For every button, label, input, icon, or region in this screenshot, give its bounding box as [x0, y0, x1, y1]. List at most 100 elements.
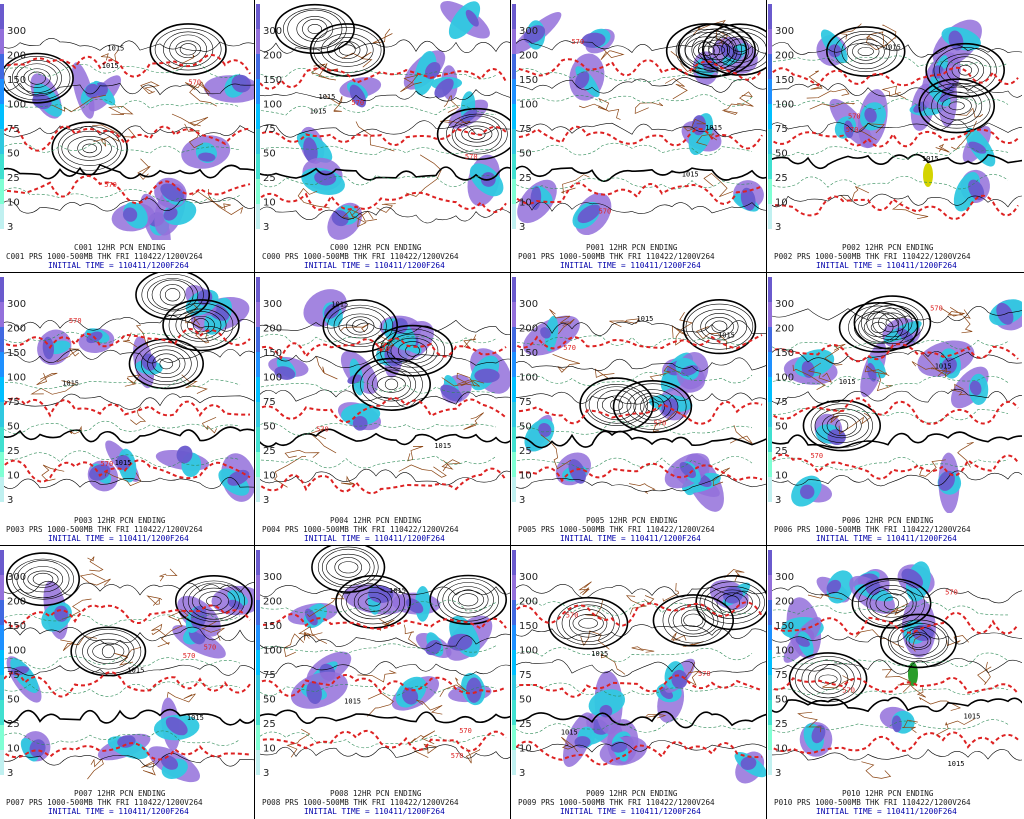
political-border — [188, 320, 210, 344]
isobar-contour — [713, 31, 766, 68]
political-border — [367, 692, 394, 717]
political-border — [324, 95, 343, 112]
isobar-contour — [572, 614, 604, 633]
colorbar-segment — [768, 377, 772, 402]
colorbar-label: 3 — [519, 768, 525, 779]
precip-area — [71, 62, 95, 119]
colorbar-label: 200 — [263, 324, 282, 335]
colorbar-label: 50 — [775, 695, 788, 706]
colorbar-segment — [512, 204, 516, 229]
colorbar-label: 300 — [7, 299, 26, 310]
isobar-contour — [346, 316, 375, 336]
political-border — [202, 416, 218, 434]
isobar-contour — [866, 585, 917, 622]
isobar-contour — [512, 320, 766, 336]
isobar-contour — [11, 60, 62, 97]
colorbar-label: 75 — [775, 124, 788, 135]
isobar-contour — [302, 18, 328, 40]
panel-field-line: P005 PRS 1000-500MB THK FRI 110422/1200V… — [518, 525, 715, 534]
colorbar-label: 100 — [775, 373, 794, 384]
colorbar-label: 200 — [263, 597, 282, 608]
colorbar-segment — [256, 352, 260, 377]
thickness-contour — [256, 67, 507, 90]
colorbar-segment — [256, 452, 260, 477]
isobar-contour — [870, 321, 887, 333]
colorbar-segment — [768, 79, 772, 104]
political-border — [865, 31, 885, 45]
thickness-contour — [512, 401, 763, 425]
contour-label: 570 — [69, 317, 82, 325]
political-border — [30, 380, 77, 395]
forecast-map: 1015 570 1015 570 300 200 150 100 75 50 25 10 3 — [768, 277, 1022, 513]
colorbar-label: 3 — [775, 222, 781, 233]
contour-label: 570 — [698, 670, 711, 678]
colorbar-segment — [512, 179, 516, 204]
precip-area — [466, 677, 482, 703]
contour-label: 1015 — [948, 760, 965, 768]
isobar-contour — [878, 312, 907, 333]
precip-area — [304, 608, 318, 626]
political-border — [60, 636, 98, 651]
precip-area — [575, 71, 590, 89]
colorbar-segment — [0, 550, 4, 575]
panel-field-line: P008 PRS 1000-500MB THK FRI 110422/1200V… — [262, 798, 459, 807]
contour-label: 570 — [563, 344, 576, 352]
thickness-contour — [256, 674, 507, 697]
isobar-contour — [668, 603, 719, 637]
isobar-contour — [333, 307, 387, 345]
isobar-contour — [256, 89, 510, 104]
isobar-contour — [0, 348, 254, 364]
isobar-contour — [317, 546, 379, 588]
political-border — [712, 467, 731, 487]
panel-divider — [0, 272, 1024, 273]
colorbar-segment — [768, 750, 772, 775]
isobar-contour — [768, 119, 1022, 135]
colorbar-segment — [512, 104, 516, 129]
political-border — [935, 718, 975, 736]
isobar-contour — [858, 580, 925, 627]
precip-area — [352, 415, 368, 431]
precip-area — [795, 636, 810, 647]
contour-label: 570 — [571, 38, 584, 46]
political-border — [355, 121, 395, 152]
isobar-contour — [958, 64, 973, 76]
isobar-contour — [708, 27, 766, 72]
colorbar-label: 75 — [775, 670, 788, 681]
thickness-contour — [256, 126, 507, 147]
contour-label: 570 — [846, 126, 859, 134]
political-border — [283, 633, 305, 658]
contour-label: 1015 — [102, 62, 119, 70]
political-border — [861, 761, 892, 779]
political-border — [807, 593, 843, 600]
isobar-contour — [512, 740, 766, 753]
precip-area — [968, 141, 987, 154]
precip-area — [306, 681, 322, 705]
colorbar-segment — [0, 277, 4, 302]
colorbar-segment — [512, 600, 516, 625]
precip-area — [89, 464, 111, 481]
political-border — [403, 624, 418, 646]
colorbar-segment — [0, 104, 4, 129]
political-border — [920, 352, 952, 378]
political-border — [304, 631, 314, 641]
isobar-contour — [307, 24, 322, 34]
isobar-contour — [174, 575, 253, 628]
isobar-contour — [0, 626, 254, 646]
isobar-contour — [711, 320, 728, 333]
colorbar-segment — [512, 750, 516, 775]
colorbar-label: 300 — [775, 572, 794, 583]
isobar-contour — [0, 315, 254, 332]
dashed-contour — [768, 602, 1009, 616]
contour-label: 570 — [599, 208, 612, 216]
isobar-contour — [512, 430, 766, 449]
isobar-contour — [863, 317, 894, 338]
isobar-contour — [925, 42, 1005, 98]
isobar-contour — [101, 644, 115, 659]
colorbar-segment — [768, 575, 772, 600]
contour-label: 1015 — [839, 378, 856, 386]
forecast-panel-p009: 1015 570 1015 570 300 200 150 100 75 50 25 10 3 P009 … — [512, 546, 766, 817]
colorbar-label: 50 — [775, 149, 788, 160]
thickness-contour — [768, 676, 1019, 695]
panel-title-text: P007 12HR PCN ENDING — [74, 789, 166, 798]
